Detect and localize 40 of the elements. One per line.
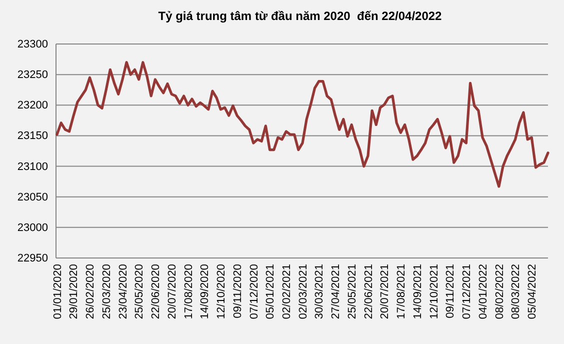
x-tick-label: 12/10/2020 [216, 264, 228, 320]
x-tick-label: 05/01/2021 [264, 264, 277, 320]
x-tick-label: 02/02/2021 [280, 264, 293, 320]
x-tick-label: 26/02/2020 [84, 264, 97, 320]
y-tick-label: 23250 [17, 69, 48, 82]
x-tick-label: 30/03/2021 [314, 264, 326, 320]
x-tick-label: 09/11/2020 [232, 264, 244, 318]
x-tick-label: 29/01/2020 [68, 264, 80, 320]
y-tick-label: 23000 [17, 222, 48, 234]
x-tick-label: 01/01/2020 [52, 264, 64, 320]
x-tick-label: 05/04/2022 [526, 264, 538, 320]
line-series [56, 61, 550, 188]
x-tick-label: 17/08/2021 [396, 264, 408, 320]
x-tick-label: 22/06/2021 [362, 264, 375, 320]
x-tick-label: 14/09/2020 [199, 264, 212, 320]
y-tick-label: 23300 [17, 38, 48, 51]
x-tick-label: 14/09/2021 [412, 264, 424, 320]
chart-title: Tỷ giá trung tâm từ đầu năm 2020 đến 22/04/2022 [158, 9, 442, 23]
x-tick-label: 27/04/2021 [330, 264, 342, 320]
x-tick-label: 02/03/2021 [297, 264, 310, 320]
x-tick-label: 12/10/2021 [428, 264, 440, 320]
y-tick-label: 23100 [17, 160, 48, 173]
y-tick-label: 23200 [17, 100, 48, 112]
x-tick-label: 25/05/2020 [134, 264, 146, 320]
x-tick-label: 08/03/2022 [510, 264, 522, 320]
x-tick-label: 07/12/2020 [248, 264, 260, 320]
x-tick-label: 09/11/2021 [444, 264, 457, 318]
x-tick-label: 22/06/2020 [150, 264, 162, 320]
y-tick-label: 22950 [17, 252, 48, 265]
x-tick-label: 23/04/2020 [117, 264, 130, 320]
x-tick-label: 20/07/2020 [166, 264, 178, 320]
x-tick-label: 07/12/2021 [461, 264, 474, 320]
y-tick-label: 23150 [17, 130, 48, 142]
x-tick-label: 25/05/2021 [346, 264, 358, 320]
x-tick-label: 04/01/2022 [477, 264, 490, 320]
x-tick-label: 20/07/2021 [379, 264, 392, 320]
x-tick-label: 25/03/2020 [100, 264, 113, 320]
x-tick-label: 17/08/2020 [182, 264, 195, 320]
y-tick-label: 23050 [17, 191, 48, 204]
x-tick-label: 08/02/2022 [494, 264, 506, 320]
